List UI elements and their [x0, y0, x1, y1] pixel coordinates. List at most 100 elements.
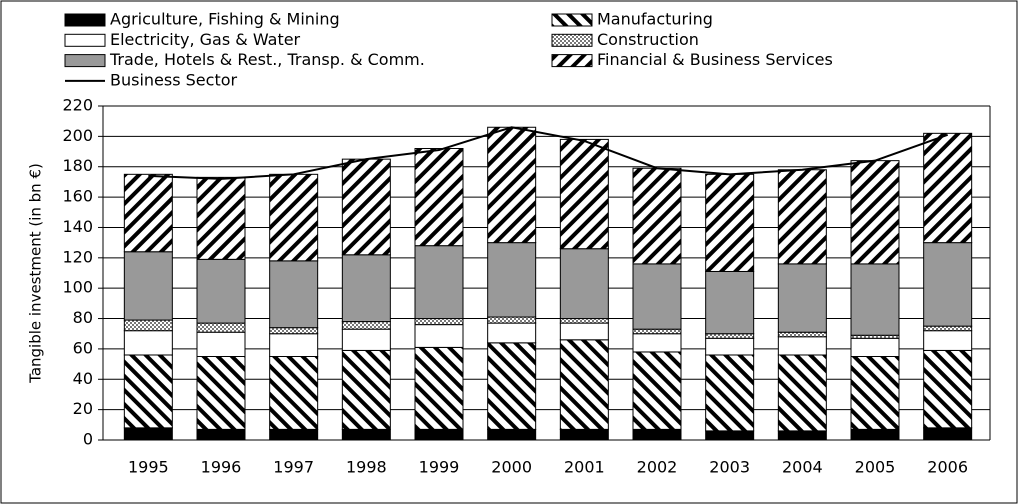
bar-segment — [414, 245, 464, 320]
bar-segment — [414, 324, 464, 348]
bar-segment — [341, 328, 391, 351]
bar-segment — [487, 126, 537, 244]
line — [148, 126, 949, 180]
x-tick-label: 1996 — [201, 458, 242, 477]
bar-segment — [559, 428, 609, 441]
bar-segment — [923, 330, 973, 351]
bar-segment — [632, 328, 682, 335]
y-tick-label: 180 — [62, 156, 93, 175]
bar-segment — [196, 356, 246, 430]
bar-segment — [487, 322, 537, 344]
y-tick-label: 140 — [62, 217, 93, 236]
x-tick-label: 1995 — [128, 458, 169, 477]
bar-segment — [487, 316, 537, 324]
legend-swatch — [551, 33, 593, 47]
bar-segment — [777, 430, 827, 441]
legend-swatch — [64, 13, 106, 27]
bar-segment — [777, 169, 827, 265]
bar-segment — [632, 428, 682, 441]
bar-segment — [269, 356, 319, 430]
legend-label: Construction — [597, 30, 699, 49]
bar-segment — [705, 337, 755, 356]
legend-swatch — [64, 33, 106, 47]
bar-segment — [487, 342, 537, 430]
y-tick-label: 0 — [83, 430, 93, 449]
bar-segment — [850, 337, 900, 358]
bar-segment — [196, 258, 246, 324]
bar-segment — [705, 333, 755, 339]
bar-segment — [196, 322, 246, 333]
legend-swatch — [551, 54, 593, 68]
bar-segment — [123, 319, 173, 332]
bar-segment — [777, 263, 827, 333]
legend-label: Business Sector — [110, 70, 238, 89]
bar-segment — [341, 349, 391, 430]
bar-segment — [632, 351, 682, 430]
legend-swatch — [551, 13, 593, 27]
y-tick-label: 80 — [73, 308, 93, 327]
bar-segment — [123, 427, 173, 441]
y-tick-label: 20 — [73, 399, 93, 418]
bar-segment — [705, 173, 755, 272]
bar-segment — [196, 428, 246, 441]
legend-swatch — [64, 54, 106, 68]
bar-segment — [632, 167, 682, 265]
bar-segment — [559, 339, 609, 430]
bar-segment — [559, 138, 609, 250]
x-tick-label: 2005 — [855, 458, 896, 477]
bar-segment — [705, 270, 755, 335]
x-tick-label: 2006 — [927, 458, 968, 477]
legend-label: Financial & Business Services — [597, 50, 833, 69]
bar-segment — [850, 428, 900, 441]
legend-label: Manufacturing — [597, 10, 713, 29]
bar-segment — [632, 263, 682, 330]
bar-segment — [414, 148, 464, 247]
bar-segment — [269, 327, 319, 335]
x-tick-label: 2003 — [709, 458, 750, 477]
legend-label: Electricity, Gas & Water — [110, 30, 301, 49]
bar-segment — [923, 132, 973, 244]
y-tick-label: 200 — [62, 126, 93, 145]
bar-segment — [123, 251, 173, 321]
bar-segment — [850, 263, 900, 336]
bar-segment — [269, 428, 319, 441]
bar-segment — [923, 427, 973, 441]
x-tick-label: 1999 — [419, 458, 460, 477]
legend-label: Trade, Hotels & Rest., Transp. & Comm. — [109, 50, 425, 69]
legend-label: Agriculture, Fishing & Mining — [110, 10, 340, 29]
bar-segment — [923, 242, 973, 327]
bar-segment — [705, 430, 755, 441]
bar-segment — [705, 354, 755, 432]
bar-segment — [341, 158, 391, 256]
x-tick-label: 2001 — [564, 458, 605, 477]
bar-segment — [341, 321, 391, 330]
bar-segment — [559, 322, 609, 341]
bar-segment — [414, 318, 464, 326]
bar-segment — [850, 160, 900, 265]
bar-segment — [414, 346, 464, 430]
bar-segment — [269, 333, 319, 357]
bar-segment — [341, 428, 391, 441]
y-tick-label: 100 — [62, 278, 93, 297]
x-tick-label: 2004 — [782, 458, 823, 477]
bar-segment — [269, 260, 319, 329]
bar-segment — [777, 336, 827, 356]
y-axis-label: Tangible investment (in bn €) — [27, 163, 45, 384]
bar-segment — [923, 349, 973, 429]
bar-segment — [559, 248, 609, 320]
bar-segment — [196, 331, 246, 357]
bar-segment — [123, 330, 173, 356]
bar-segment — [487, 242, 537, 318]
bar-segment — [632, 333, 682, 353]
bar-segment — [559, 318, 609, 324]
x-tick-label: 2002 — [637, 458, 678, 477]
bar-segment — [123, 354, 173, 429]
bar-segment — [850, 356, 900, 430]
y-tick-label: 60 — [73, 338, 93, 357]
x-tick-label: 1997 — [273, 458, 314, 477]
bar-segment — [196, 176, 246, 260]
x-tick-label: 1998 — [346, 458, 387, 477]
bar-segment — [487, 428, 537, 441]
